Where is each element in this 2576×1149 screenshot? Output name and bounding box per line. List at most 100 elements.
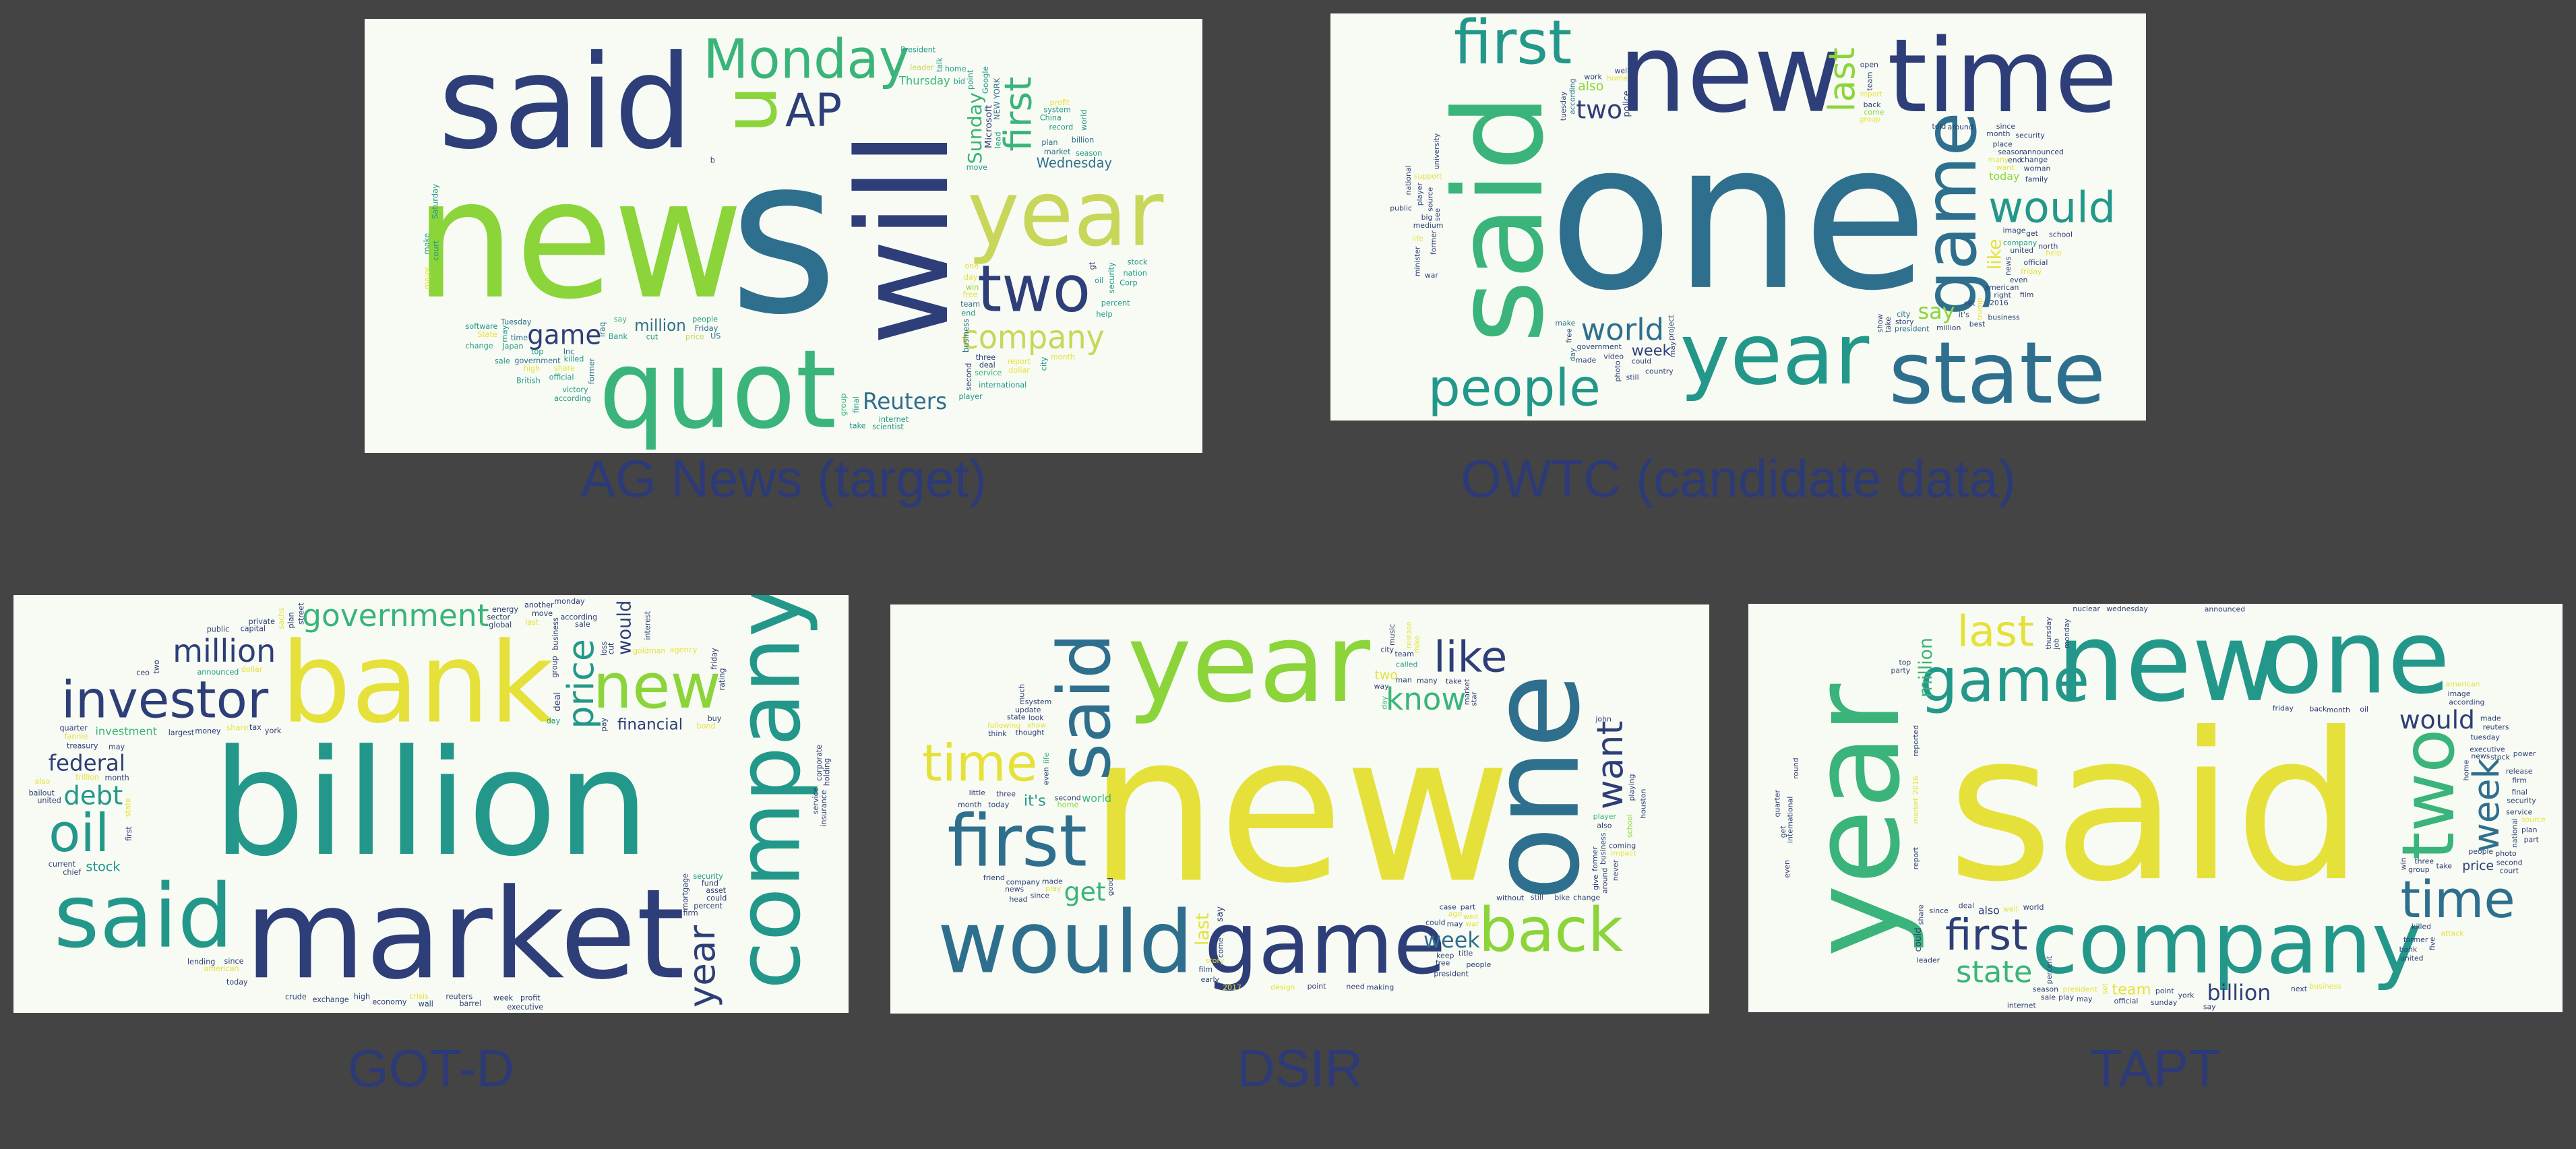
cloud-word: month — [958, 800, 981, 809]
cloud-word: show — [1027, 721, 1046, 730]
cloud-word: day — [547, 716, 561, 725]
cloud-word: official — [2023, 258, 2048, 267]
cloud-word: could — [1425, 918, 1446, 927]
cloud-word: point — [966, 69, 975, 90]
cloud-word: would — [938, 894, 1194, 993]
cloud-word: international — [979, 380, 1026, 390]
cloud-word: plan — [286, 612, 295, 628]
cloud-word: final — [851, 396, 861, 413]
cloud-word: government — [514, 356, 561, 365]
cloud-word: holding — [823, 758, 832, 786]
cloud-word: way — [1374, 682, 1390, 691]
cloud-word: new — [593, 650, 721, 722]
cloud-word: without — [1496, 894, 1525, 902]
cloud-word: million — [1915, 638, 1936, 697]
cloud-word: buy — [708, 714, 722, 723]
cloud-word: game — [527, 319, 601, 351]
cloud-word: lead — [993, 131, 1003, 148]
cloud-word: one — [964, 261, 979, 271]
cloud-word: one — [2261, 604, 2450, 717]
cloud-word: people — [692, 314, 718, 323]
cloud-word: debt — [63, 781, 123, 811]
cloud-word: round — [1791, 757, 1800, 779]
cloud-word: time — [922, 734, 1037, 793]
cloud-word: plan — [1041, 137, 1057, 147]
cloud-word: China — [1040, 113, 1062, 122]
cloud-word: dollar — [241, 665, 263, 674]
cloud-word: police — [1622, 90, 1632, 117]
cloud-word: come — [1864, 108, 1884, 117]
cloud-word: market — [1911, 798, 1920, 824]
cloud-word: title — [1459, 949, 1473, 958]
cloud-word: life — [1042, 752, 1051, 764]
cloud-word: Wednesday — [1037, 155, 1112, 170]
cloud-word: could — [706, 894, 727, 903]
cloud-word: tuesday — [1559, 91, 1568, 121]
cloud-word: wall — [419, 999, 433, 1008]
cloud-word: free — [1565, 328, 1574, 343]
cloud-word: year — [1785, 683, 1927, 957]
cloud-word: week — [493, 994, 514, 1003]
cloud-word: sale — [575, 620, 590, 629]
cloud-word: make — [1555, 319, 1575, 328]
cloud-word: internet — [2007, 1001, 2036, 1010]
cloud-word: crude — [285, 993, 307, 1001]
cloud-word: record — [1049, 123, 1074, 132]
cloud-word: power — [2513, 749, 2536, 758]
cloud-word: two — [977, 252, 1091, 327]
cloud-word: first — [947, 800, 1087, 883]
cloud-word: billion — [1072, 135, 1094, 144]
cloud-word: according — [560, 613, 597, 622]
cloud-word: AP — [785, 84, 842, 137]
cloud-word: trillion — [75, 773, 99, 782]
cloud-word: goldman — [633, 647, 666, 656]
cloud-word: court — [2500, 867, 2519, 875]
cloud-word: state — [1007, 713, 1026, 722]
cloud-word: Iraq — [598, 322, 607, 338]
cloud-word: may — [1668, 341, 1677, 357]
cloud-word: united — [2010, 246, 2033, 255]
cloud-word: help — [2046, 249, 2062, 257]
cloud-word: day — [1380, 695, 1389, 710]
cloud-word: place — [1993, 139, 2013, 148]
cloud-word: financial — [617, 716, 683, 734]
cloud-word: said — [1428, 94, 1570, 344]
cloud-word: take — [1884, 317, 1893, 333]
cloud-word: trump — [1975, 298, 1984, 320]
cloud-word: world — [1581, 312, 1665, 348]
cloud-word: time — [2400, 870, 2515, 929]
cloud-word: report — [1911, 847, 1920, 869]
cloud-word: economy — [372, 997, 407, 1006]
cloud-word: bond — [697, 722, 716, 731]
cloud-word: story — [1895, 317, 1914, 326]
cloud-word: government — [1577, 342, 1622, 351]
cloud-word: security — [693, 872, 723, 881]
cloud-word: treasury — [67, 742, 98, 751]
cloud-word: corporate — [815, 745, 824, 781]
cloud-word: last — [1820, 47, 1863, 112]
cloud-word: say — [1918, 300, 1955, 324]
cloud-word: end — [2008, 156, 2022, 164]
cloud-word: season — [1076, 148, 1102, 158]
cloud-word: investment — [95, 725, 157, 738]
cloud-word: year — [1680, 305, 1870, 404]
cloud-word: end — [961, 308, 975, 317]
cloud-word: billion — [2207, 981, 2271, 1005]
cloud-word: business — [1599, 832, 1607, 865]
cloud-word: group — [551, 656, 559, 677]
cloud-word: 2017 — [1223, 983, 1241, 992]
caption-owtc: OWTC (candidate data) — [1461, 449, 2016, 508]
cloud-word: Tuesday — [500, 317, 532, 326]
cloud-word: also — [1597, 821, 1612, 830]
cloud-word: may — [109, 743, 125, 751]
cloud-word: take — [1446, 677, 1462, 685]
cloud-word: one — [1549, 98, 1928, 336]
cloud-word: medium — [1413, 221, 1444, 230]
cloud-word: today — [988, 800, 1010, 809]
cloud-word: business — [551, 617, 560, 650]
cloud-word: film — [1198, 965, 1213, 974]
cloud-word: big — [1421, 213, 1433, 222]
cloud-word: home — [2461, 759, 2470, 780]
cloud-word: Corp — [1120, 278, 1137, 287]
